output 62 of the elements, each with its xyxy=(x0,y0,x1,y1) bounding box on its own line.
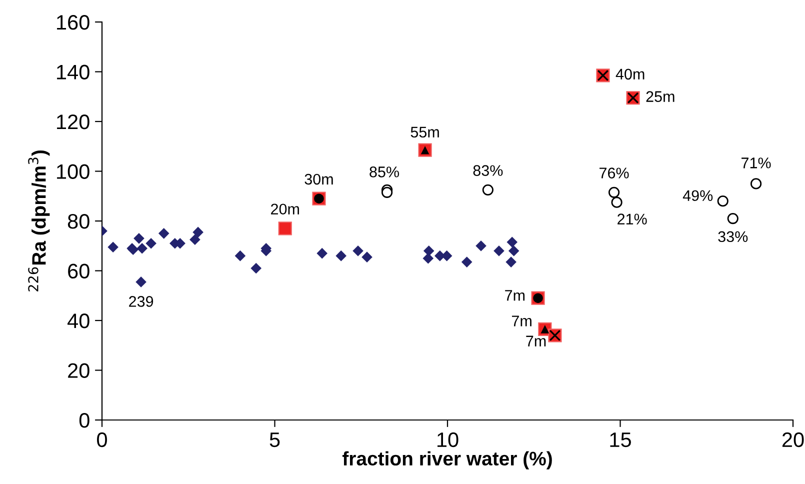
point xyxy=(316,248,328,259)
point xyxy=(476,240,486,252)
x-axis-title: fraction river water (%) xyxy=(342,451,552,470)
point xyxy=(352,245,364,256)
annotation: 21% xyxy=(618,214,647,224)
point xyxy=(494,245,504,256)
annotation: 55m xyxy=(410,126,439,138)
y-tick-label: 140 xyxy=(57,64,90,80)
y-tick-label: 80 xyxy=(68,214,90,229)
point xyxy=(506,236,518,248)
x-tick-label: 0 xyxy=(97,432,107,448)
point xyxy=(136,242,148,254)
point xyxy=(750,178,762,190)
point xyxy=(108,242,118,253)
annotation: 239 xyxy=(129,296,154,307)
point xyxy=(190,234,200,246)
point xyxy=(134,233,144,244)
x-tick-label: 20 xyxy=(782,432,804,448)
y-tick-label: 0 xyxy=(79,413,90,428)
y-tick-label: 160 xyxy=(57,15,90,30)
annotation: 20m xyxy=(271,204,299,215)
y-tick-label: 100 xyxy=(57,164,90,180)
point xyxy=(250,262,262,274)
point xyxy=(336,250,346,262)
point xyxy=(146,238,156,249)
point xyxy=(423,245,434,256)
point xyxy=(506,256,516,268)
point xyxy=(717,196,728,207)
y-tick-label: 40 xyxy=(68,314,90,328)
point xyxy=(362,252,372,262)
point xyxy=(136,276,146,288)
y-axis-title: $^{226}$Ra (dpm/m$^{3}$) xyxy=(28,150,50,292)
point xyxy=(727,212,738,224)
point xyxy=(158,228,170,239)
y-tick-label: 20 xyxy=(68,363,90,378)
y-tick-label: 120 xyxy=(57,114,90,130)
y-tick-label: 60 xyxy=(68,264,90,279)
annotation: 7m xyxy=(505,290,525,301)
annotation: 49% xyxy=(682,190,713,202)
annotation: 76% xyxy=(600,168,629,178)
annotation: 33% xyxy=(718,231,748,242)
annotation: 83% xyxy=(473,165,503,176)
point xyxy=(234,250,246,262)
point xyxy=(461,256,472,268)
point xyxy=(508,245,520,256)
annotation: 7m xyxy=(526,336,546,346)
point xyxy=(278,222,292,236)
point xyxy=(192,226,204,238)
x-tick-label: 10 xyxy=(438,432,458,448)
annotation: 71% xyxy=(742,158,771,168)
annotation: 25m xyxy=(646,91,674,102)
point xyxy=(381,186,393,198)
annotation: 85% xyxy=(370,166,400,178)
point xyxy=(422,252,434,264)
annotation: 30m xyxy=(304,174,333,185)
x-tick-label: 15 xyxy=(610,432,631,448)
point xyxy=(611,196,622,208)
x-tick-label: 5 xyxy=(270,432,280,448)
annotation: 40m xyxy=(616,68,644,80)
annotation: 7m xyxy=(512,316,532,326)
point xyxy=(608,186,620,198)
point xyxy=(482,184,494,196)
